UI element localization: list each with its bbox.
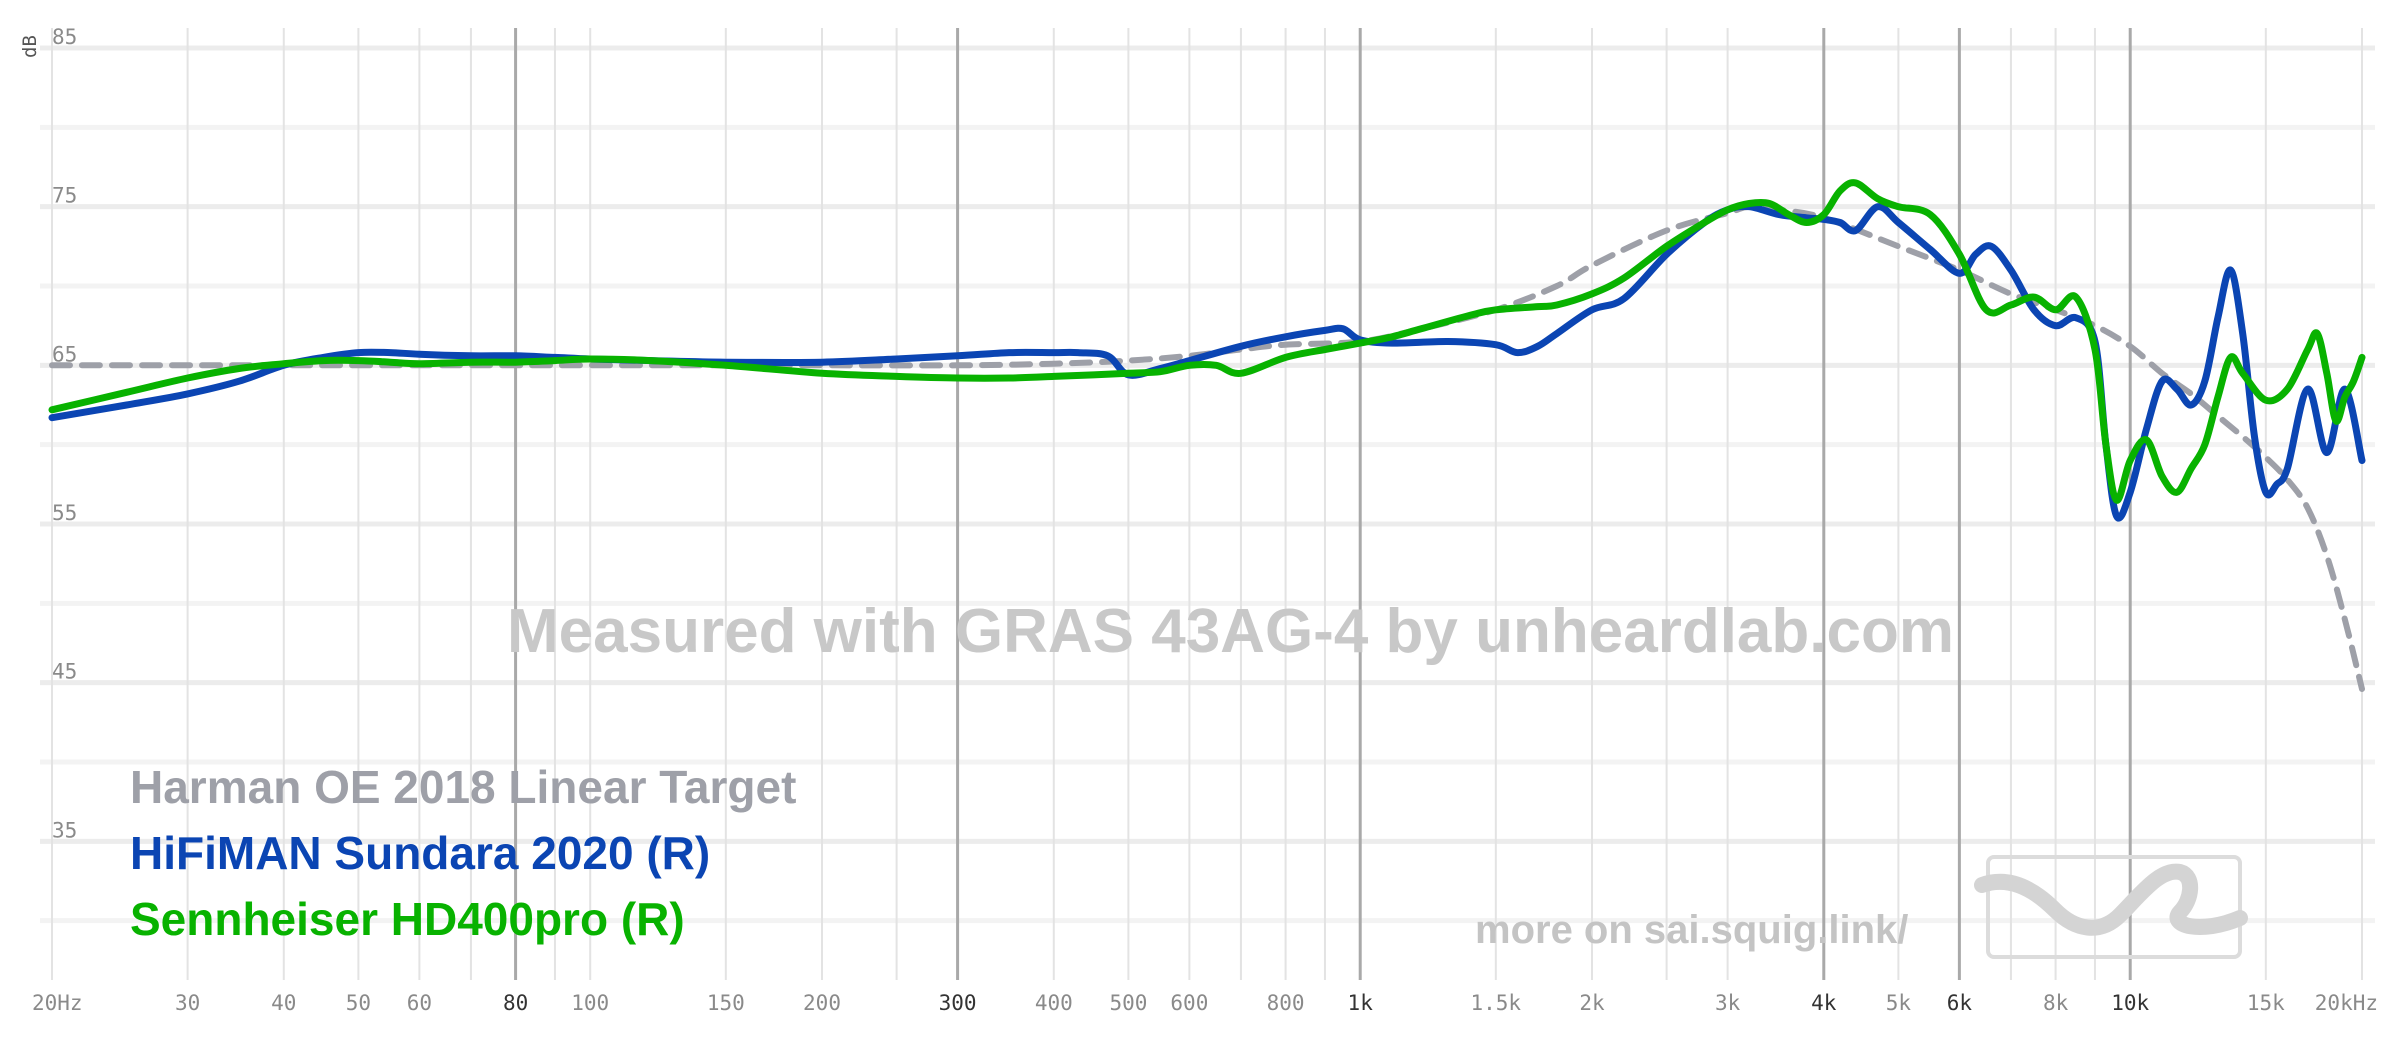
legend: Harman OE 2018 Linear Target HiFiMAN Sund… <box>130 761 796 945</box>
x-tick-label: 30 <box>175 991 200 1015</box>
x-tick-label: 60 <box>407 991 432 1015</box>
x-tick-label: 2k <box>1579 991 1605 1015</box>
y-tick-label: 35 <box>52 818 77 842</box>
x-tick-label: 8k <box>2043 991 2069 1015</box>
x-tick-label: 100 <box>571 991 609 1015</box>
x-tick-label: 10k <box>2111 991 2149 1015</box>
legend-entry: HiFiMAN Sundara 2020 (R) <box>130 827 710 879</box>
x-tick-label: 6k <box>1947 991 1973 1015</box>
x-tick-label: 500 <box>1109 991 1147 1015</box>
watermark-text: Measured with GRAS 43AG-4 by unheardlab.… <box>507 597 1954 666</box>
x-tick-label: 200 <box>803 991 841 1015</box>
legend-entry: Harman OE 2018 Linear Target <box>130 761 796 813</box>
series-layer <box>48 179 2366 692</box>
series-line-0 <box>49 203 2365 692</box>
x-tick-label: 20kHz <box>2315 991 2378 1015</box>
x-tick-label: 5k <box>1886 991 1912 1015</box>
x-tick-label: 1.5k <box>1471 991 1522 1015</box>
legend-entry: Sennheiser HD400pro (R) <box>130 893 685 945</box>
x-tick-label: 1k <box>1348 991 1374 1015</box>
x-tick-label: 50 <box>346 991 371 1015</box>
x-tick-label: 20Hz <box>32 991 83 1015</box>
x-tick-label: 4k <box>1811 991 1837 1015</box>
x-tick-label: 40 <box>271 991 296 1015</box>
x-tick-label: 400 <box>1035 991 1073 1015</box>
x-tick-label: 150 <box>707 991 745 1015</box>
vertical-grid <box>51 28 2363 980</box>
x-tick-label: 15k <box>2247 991 2285 1015</box>
x-tick-label: 80 <box>503 991 528 1015</box>
x-axis-ticks: 20Hz 30 40 50 60 80 100 150 200 300 400 500 600 800 1k… <box>32 991 2378 1015</box>
x-tick-label: 3k <box>1715 991 1741 1015</box>
y-tick-label: 75 <box>52 184 77 208</box>
y-axis-label: dB <box>19 35 41 58</box>
x-tick-label: 600 <box>1170 991 1208 1015</box>
more-on-link-text: more on sai.squig.link/ <box>1475 908 1908 952</box>
y-tick-label: 45 <box>52 660 77 684</box>
x-tick-label: 300 <box>939 991 977 1015</box>
series-line-2 <box>48 179 2366 504</box>
y-tick-label: 85 <box>52 25 77 49</box>
x-tick-label: 800 <box>1267 991 1305 1015</box>
y-tick-label: 55 <box>52 501 77 525</box>
squiglink-logo <box>1974 855 2248 959</box>
